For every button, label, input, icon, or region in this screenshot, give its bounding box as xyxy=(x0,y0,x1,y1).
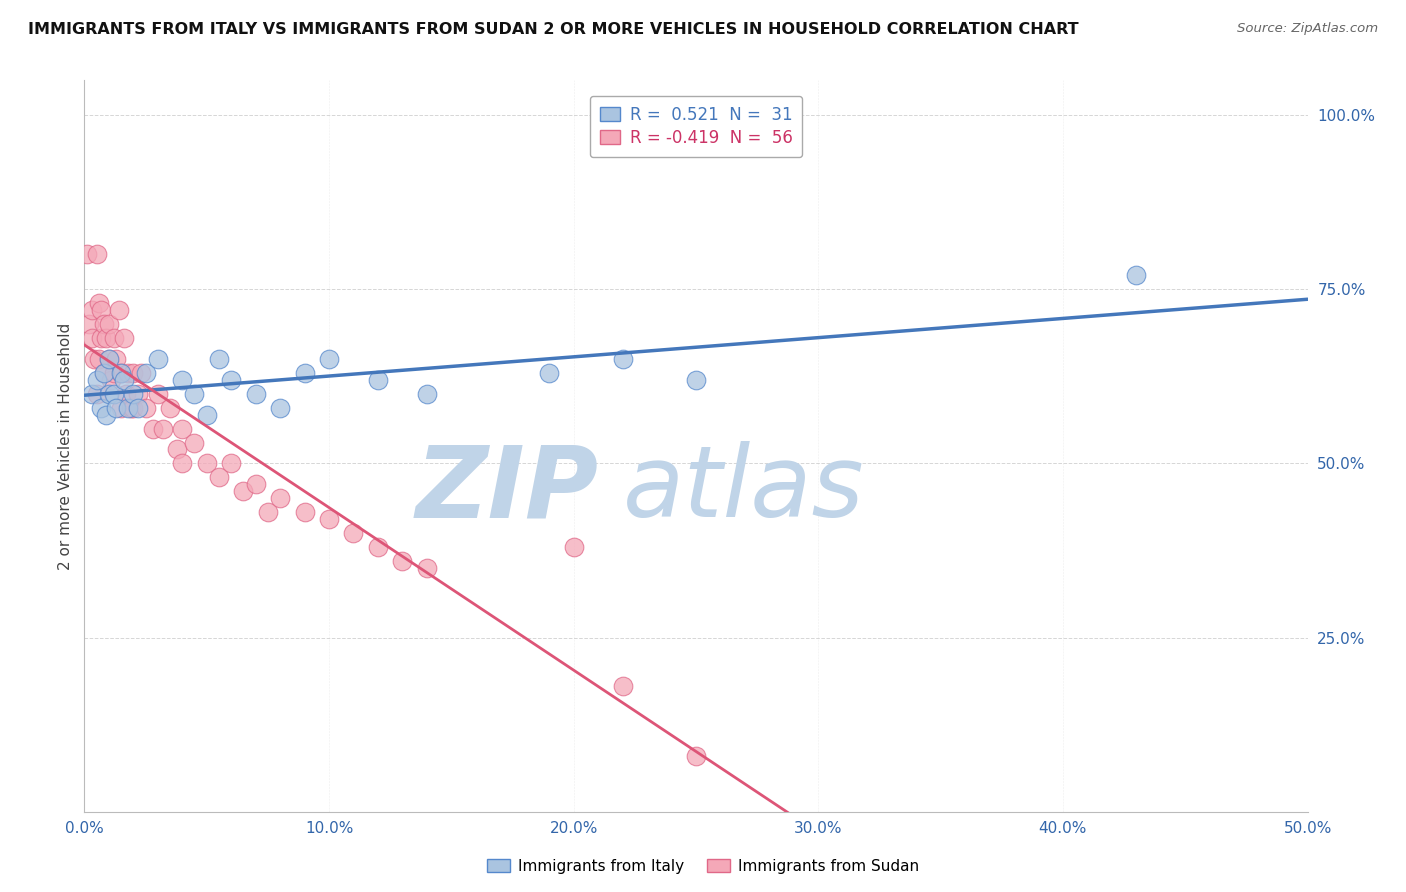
Point xyxy=(183,386,205,401)
Point xyxy=(367,373,389,387)
Point xyxy=(103,331,125,345)
Point xyxy=(115,386,138,401)
Point xyxy=(367,540,389,554)
Point xyxy=(117,366,139,380)
Point xyxy=(122,386,145,401)
Point xyxy=(80,303,103,318)
Point xyxy=(257,505,280,519)
Point xyxy=(416,386,439,401)
Point xyxy=(96,408,118,422)
Point xyxy=(83,351,105,366)
Point xyxy=(135,366,157,380)
Point xyxy=(208,470,231,484)
Point xyxy=(117,401,139,415)
Point xyxy=(97,351,120,366)
Point xyxy=(97,386,120,401)
Point xyxy=(208,351,231,366)
Point xyxy=(93,366,115,380)
Point xyxy=(612,679,634,693)
Point xyxy=(110,366,132,380)
Point xyxy=(172,421,194,435)
Text: Source: ZipAtlas.com: Source: ZipAtlas.com xyxy=(1237,22,1378,36)
Point xyxy=(685,373,707,387)
Point xyxy=(122,366,145,380)
Point xyxy=(195,457,218,471)
Point xyxy=(391,554,413,568)
Point xyxy=(142,421,165,435)
Point xyxy=(219,457,242,471)
Y-axis label: 2 or more Vehicles in Household: 2 or more Vehicles in Household xyxy=(58,322,73,570)
Point xyxy=(107,303,129,318)
Point xyxy=(183,435,205,450)
Point xyxy=(80,386,103,401)
Point xyxy=(416,561,439,575)
Point xyxy=(245,386,267,401)
Point xyxy=(110,401,132,415)
Point xyxy=(90,303,112,318)
Point xyxy=(269,401,291,415)
Point xyxy=(105,401,128,415)
Point xyxy=(172,457,194,471)
Point xyxy=(93,366,115,380)
Point xyxy=(318,351,340,366)
Point xyxy=(1125,268,1147,283)
Point xyxy=(112,373,135,387)
Point xyxy=(342,526,364,541)
Text: ZIP: ZIP xyxy=(415,442,598,539)
Point xyxy=(96,331,118,345)
Point xyxy=(87,351,110,366)
Point xyxy=(269,491,291,506)
Point xyxy=(135,401,157,415)
Point xyxy=(146,386,169,401)
Point xyxy=(86,247,108,261)
Point xyxy=(127,401,149,415)
Point xyxy=(562,540,585,554)
Point xyxy=(97,317,120,331)
Legend: R =  0.521  N =  31, R = -0.419  N =  56: R = 0.521 N = 31, R = -0.419 N = 56 xyxy=(589,96,803,157)
Point xyxy=(112,331,135,345)
Point xyxy=(172,373,194,387)
Point xyxy=(159,401,181,415)
Point xyxy=(245,477,267,491)
Point xyxy=(87,296,110,310)
Point xyxy=(105,351,128,366)
Point xyxy=(90,331,112,345)
Point xyxy=(110,366,132,380)
Point xyxy=(318,512,340,526)
Point xyxy=(294,505,316,519)
Point xyxy=(195,408,218,422)
Point xyxy=(538,366,561,380)
Point xyxy=(100,373,122,387)
Point xyxy=(86,386,108,401)
Point xyxy=(294,366,316,380)
Text: IMMIGRANTS FROM ITALY VS IMMIGRANTS FROM SUDAN 2 OR MORE VEHICLES IN HOUSEHOLD C: IMMIGRANTS FROM ITALY VS IMMIGRANTS FROM… xyxy=(28,22,1078,37)
Text: atlas: atlas xyxy=(623,442,865,539)
Point xyxy=(152,421,174,435)
Point xyxy=(77,317,100,331)
Point xyxy=(120,401,142,415)
Point xyxy=(80,331,103,345)
Point xyxy=(127,386,149,401)
Point xyxy=(219,373,242,387)
Point xyxy=(93,317,115,331)
Legend: Immigrants from Italy, Immigrants from Sudan: Immigrants from Italy, Immigrants from S… xyxy=(481,853,925,880)
Point xyxy=(122,401,145,415)
Point xyxy=(232,484,254,499)
Point xyxy=(103,386,125,401)
Point xyxy=(90,401,112,415)
Point xyxy=(86,373,108,387)
Point xyxy=(146,351,169,366)
Point xyxy=(685,749,707,764)
Point xyxy=(129,366,152,380)
Point xyxy=(103,366,125,380)
Point xyxy=(166,442,188,457)
Point xyxy=(612,351,634,366)
Point xyxy=(76,247,98,261)
Point xyxy=(97,351,120,366)
